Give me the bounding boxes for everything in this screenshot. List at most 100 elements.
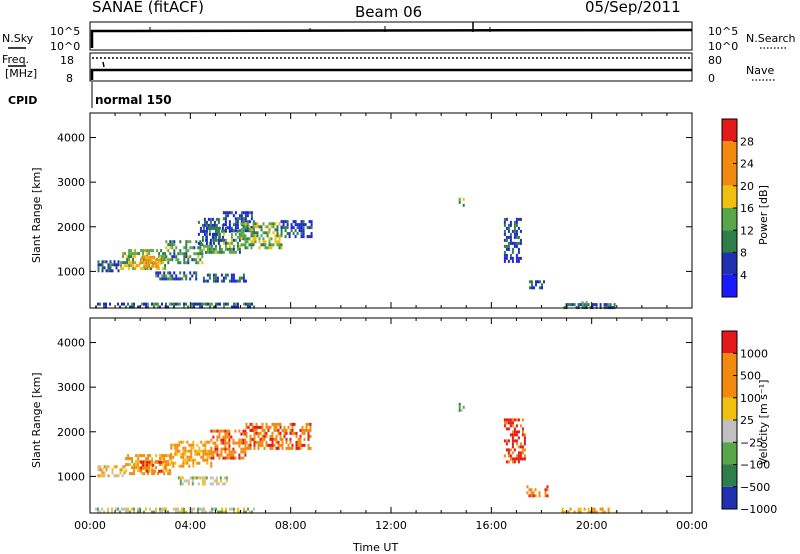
data-cell: [219, 476, 222, 480]
data-cell: [503, 259, 506, 263]
data-cell: [205, 510, 207, 514]
data-cell: [180, 452, 183, 456]
data-cell: [201, 476, 204, 480]
data-cell: [507, 451, 510, 455]
figure-title: SANAE (fitACF): [92, 0, 204, 16]
data-cell: [305, 422, 308, 426]
data-cell: [271, 422, 274, 426]
data-cell: [179, 482, 182, 486]
data-cell: [165, 305, 167, 309]
data-cell: [142, 267, 145, 271]
data-cell: [208, 247, 211, 251]
data-cell: [201, 510, 203, 514]
data-cell: [244, 220, 247, 224]
data-cell: [268, 246, 271, 250]
data-cell: [244, 438, 247, 442]
data-cell: [101, 474, 104, 478]
data-cell: [275, 440, 278, 444]
data-cell: [295, 440, 298, 444]
noise-right-tick-top: 10^5: [708, 25, 738, 38]
data-cell: [517, 235, 520, 239]
data-cell: [214, 429, 217, 433]
data-cell: [209, 476, 212, 480]
data-cell: [245, 431, 248, 435]
data-cell: [613, 303, 616, 307]
data-cell: [170, 446, 173, 450]
data-cell: [505, 427, 508, 431]
data-cell: [201, 238, 204, 242]
data-cell: [172, 443, 175, 447]
data-cell: [157, 472, 160, 476]
data-cell: [210, 438, 213, 442]
data-cell: [188, 458, 191, 462]
data-cell: [283, 431, 286, 435]
data-cell: [159, 463, 162, 467]
data-cell: [200, 449, 203, 453]
data-cell: [198, 446, 201, 450]
data-cell: [289, 428, 292, 432]
data-cell: [235, 302, 237, 306]
data-cell: [236, 241, 239, 245]
data-cell: [173, 277, 176, 281]
data-cell: [270, 243, 273, 247]
data-cell: [156, 258, 159, 262]
data-cell: [157, 264, 160, 268]
data-cell: [169, 302, 171, 306]
data-cell: [215, 223, 218, 227]
data-cell: [222, 232, 225, 236]
data-cell: [143, 472, 146, 476]
data-cell: [167, 463, 170, 467]
data-cell: [196, 449, 199, 453]
data-cell: [220, 429, 223, 433]
data-cell: [245, 434, 248, 438]
data-cell: [97, 474, 100, 478]
data-cell: [137, 457, 140, 461]
data-cell: [210, 247, 213, 251]
data-cell: [298, 226, 301, 230]
colorbar-segment: [722, 208, 737, 231]
data-cell: [188, 449, 191, 453]
data-cell: [563, 510, 566, 514]
data-cell: [301, 425, 304, 429]
data-cell: [151, 472, 154, 476]
y-tick-label: 4000: [57, 132, 85, 145]
data-cell: [179, 252, 182, 256]
data-cell: [164, 463, 167, 467]
data-cell: [293, 431, 296, 435]
data-cell: [228, 432, 231, 436]
data-cell: [238, 232, 241, 236]
data-cell: [147, 454, 150, 458]
data-cell: [206, 250, 209, 254]
data-cell: [109, 260, 112, 264]
data-cell: [519, 238, 522, 242]
data-cell: [143, 454, 146, 458]
freq-left-tick-top: 18: [60, 54, 74, 67]
data-cell: [232, 229, 235, 233]
data-cell: [279, 443, 282, 447]
data-cell: [513, 439, 516, 443]
data-cell: [209, 241, 212, 245]
data-cell: [145, 261, 148, 265]
data-cell: [165, 302, 167, 306]
data-cell: [287, 446, 290, 450]
data-cell: [164, 267, 167, 271]
data-cell: [505, 217, 508, 221]
data-cell: [179, 240, 182, 244]
data-cell: [214, 447, 217, 451]
data-cell: [503, 238, 506, 242]
data-cell: [276, 243, 279, 247]
data-cell: [256, 234, 259, 238]
data-cell: [517, 247, 520, 251]
y-tick-label: 4000: [57, 337, 85, 350]
data-cell: [286, 223, 289, 227]
data-cell: [521, 448, 524, 452]
data-cell: [129, 472, 132, 476]
data-cell: [505, 439, 508, 443]
data-cell: [303, 437, 306, 441]
data-cell: [296, 226, 299, 230]
data-cell: [123, 471, 126, 475]
data-cell: [163, 454, 166, 458]
data-cell: [217, 510, 219, 514]
data-cell: [216, 447, 219, 451]
data-cell: [210, 244, 213, 248]
